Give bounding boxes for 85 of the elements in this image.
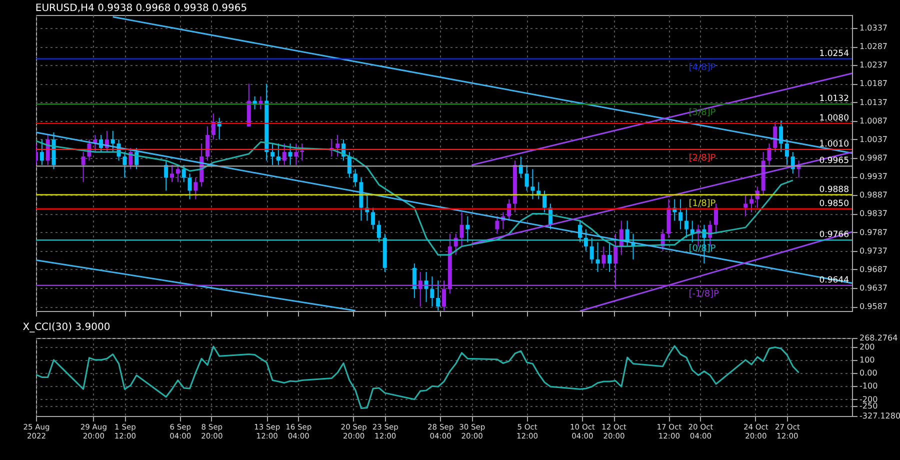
y-tick-label: 0.00 [860, 368, 878, 378]
chart-title: EURUSD,H4 0.9938 0.9968 0.9938 0.9965 [35, 3, 248, 14]
ref-line-label: [1/8]P [688, 198, 716, 209]
candlestick [596, 242, 600, 273]
y-tick-label: 100 [860, 356, 875, 365]
candlestick [182, 164, 186, 183]
candlestick [194, 177, 198, 200]
y-tick-label: -100 [860, 382, 878, 391]
y-tick-label: 1.0137 [860, 98, 888, 107]
candlestick [524, 164, 529, 192]
candlestick [430, 276, 434, 308]
annotation: 1.0254 [819, 48, 849, 59]
candlestick [300, 143, 304, 162]
ref-line-label: [-1/8]P [688, 289, 720, 300]
y-tick-label: 1.0237 [860, 60, 888, 70]
candlestick [211, 112, 216, 140]
candlestick [288, 143, 292, 166]
y-tick-label: 0.9737 [860, 246, 888, 256]
y-tick-label: 0.9687 [860, 264, 888, 274]
candlestick [294, 143, 298, 166]
y-tick-label: 0.9587 [860, 302, 888, 312]
y-tick-label: -250 [860, 401, 878, 410]
annotation: 0.9888 [819, 184, 849, 195]
line-series [36, 345, 800, 410]
candlestick [110, 130, 115, 153]
y-tick-label: -200 [860, 394, 878, 404]
y-tick-label: 0.9837 [860, 209, 888, 218]
candlestick [40, 138, 44, 166]
candlestick [495, 216, 500, 234]
y-tick-label: 0.9887 [860, 190, 888, 200]
annotation: 0.9850 [819, 198, 849, 209]
y-tick-label: -327.1280 [860, 412, 900, 420]
candlestick [460, 212, 464, 247]
candlestick [442, 280, 446, 311]
candlestick [270, 143, 275, 166]
y-tick-label: 0.9987 [860, 153, 888, 162]
candlestick [376, 220, 381, 243]
candlestick [507, 198, 512, 222]
ref-line-label: [3/8]P [688, 108, 716, 118]
y-tick-label: 1.0187 [860, 79, 888, 88]
candlestick [122, 152, 127, 178]
candlestick [542, 190, 547, 213]
candlestick [684, 207, 688, 238]
candlestick [466, 216, 470, 243]
candlestick [188, 173, 192, 200]
candlestick [767, 143, 772, 166]
candlestick [784, 138, 789, 166]
y-tick-label: 1.0337 [860, 24, 888, 32]
y-tick-label: 200 [860, 342, 875, 352]
y-tick-label: 0.9937 [860, 172, 888, 182]
y-tick-label: 1.0287 [860, 42, 888, 52]
candlestick [282, 143, 286, 166]
candlestick [590, 237, 594, 264]
candlestick [336, 134, 340, 157]
y-tick-label: 0.9787 [860, 228, 888, 237]
candlestick [176, 164, 180, 183]
y-tick-label: 0.9637 [860, 283, 888, 292]
annotation: 1.0132 [819, 94, 849, 104]
annotation: 1.0080 [819, 113, 849, 124]
chart-title: X_CCI(30) 3.9000 [22, 322, 110, 333]
y-tick-label: 268.2764 [860, 334, 898, 342]
candlestick [412, 262, 416, 298]
candlestick [602, 246, 606, 268]
candlestick [436, 280, 440, 311]
candlestick [613, 233, 618, 290]
candlestick [678, 198, 683, 230]
candlestick [205, 126, 210, 162]
ref-line-label: [2/8]P [688, 153, 716, 164]
candlestick [530, 168, 535, 200]
annotation: 1.0010 [819, 139, 849, 150]
y-tick-label: 1.0087 [860, 116, 888, 126]
candlestick [744, 194, 748, 217]
y-tick-label: 1.0037 [860, 134, 888, 144]
candlestick [170, 164, 174, 183]
candlestick [608, 242, 612, 273]
candlestick [749, 194, 754, 213]
annotation: 0.9965 [819, 156, 849, 166]
candlestick [714, 203, 718, 234]
ref-line-label: [4/8]P [688, 62, 716, 73]
candlestick [773, 121, 778, 153]
candlestick [779, 120, 784, 153]
candlestick [353, 168, 358, 188]
candlestick [371, 207, 376, 230]
candlestick [276, 143, 280, 166]
candlestick [81, 152, 86, 183]
